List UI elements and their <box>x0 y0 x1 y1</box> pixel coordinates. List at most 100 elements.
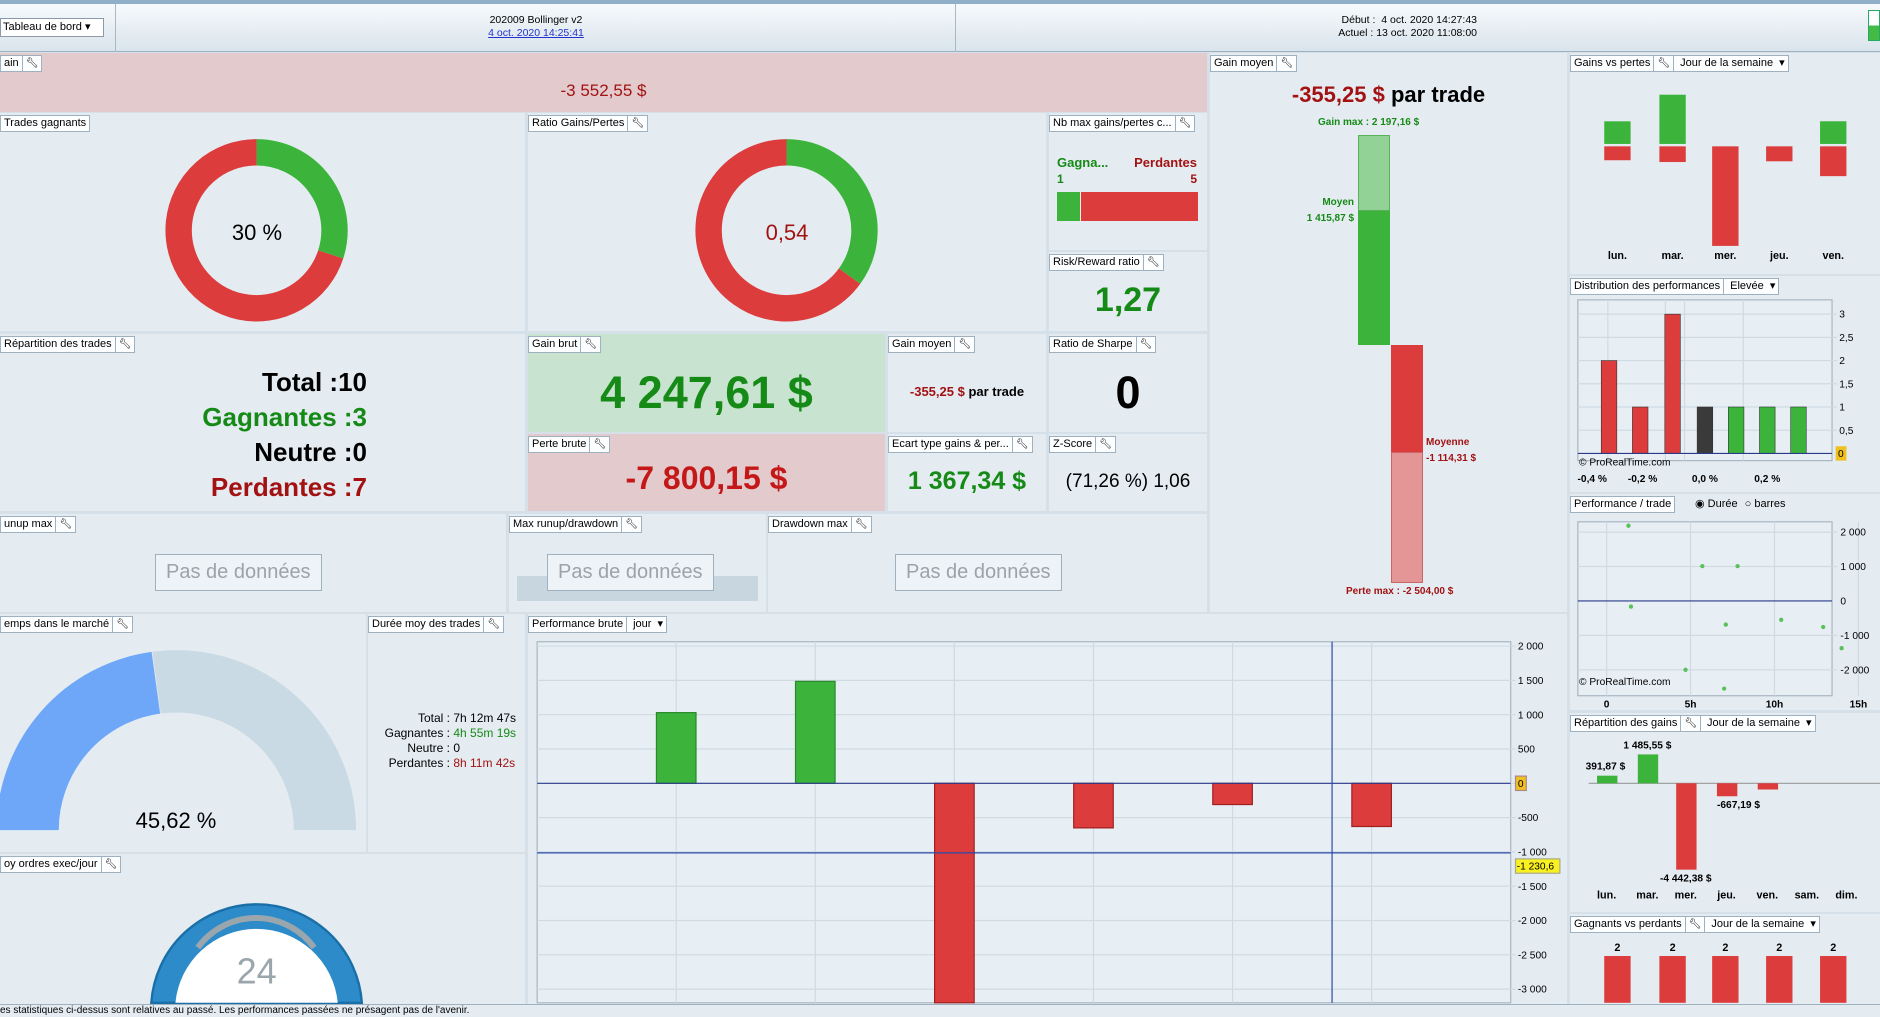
risk-reward-value: 1,27 <box>1094 281 1162 319</box>
panel-title: Max runup/drawdown <box>513 518 619 530</box>
debut-value: 4 oct. 2020 14:27:43 <box>1381 14 1477 26</box>
no-data-button[interactable]: Pas de données <box>895 554 1062 591</box>
wrench-icon[interactable]: 🔧︎ <box>627 116 647 131</box>
panel-title: Gain brut <box>532 338 578 350</box>
wrench-icon[interactable]: 🔧︎ <box>1174 116 1195 131</box>
radio-duree[interactable]: ◉ Durée <box>1695 498 1738 510</box>
radio-barres[interactable]: ○ barres <box>1744 497 1786 510</box>
panel-title: Répartition des trades <box>4 338 112 350</box>
wrench-icon[interactable]: 🔧︎ <box>112 617 132 632</box>
wrench-icon[interactable]: 🔧︎ <box>483 617 503 632</box>
perdantes-bar <box>1081 192 1198 221</box>
period-dropdown[interactable]: Jour de la semaine ▾ <box>1700 716 1815 731</box>
no-data-button[interactable]: Pas de données <box>547 554 714 591</box>
panel-tab[interactable]: Z-Score 🔧︎ <box>1049 436 1116 453</box>
panel-tab[interactable]: Ecart type gains & per... 🔧︎ <box>888 436 1033 453</box>
wrench-icon[interactable]: 🔧︎ <box>1684 917 1705 932</box>
gagnantes-bar <box>1057 192 1080 221</box>
period-dropdown[interactable]: Jour de la semaine ▾ <box>1704 917 1819 932</box>
debut-label: Début : <box>1341 14 1376 26</box>
panel-tab[interactable]: Trades gagnants <box>0 115 91 132</box>
duree-moy-panel: Durée moy des trades 🔧︎ Total : 7h 12m 47… <box>368 614 525 852</box>
dashboard-menu-button[interactable]: Tableau de bord ▾ <box>0 18 104 37</box>
wrench-icon[interactable]: 🔧︎ <box>1142 255 1163 270</box>
panel-tab[interactable]: Durée moy des trades 🔧︎ <box>368 616 504 633</box>
panel-tab[interactable]: Nb max gains/pertes c... 🔧︎ <box>1049 115 1196 132</box>
panel-title: Risk/Reward ratio <box>1053 256 1140 268</box>
footer-disclaimer: es statistiques ci-dessus sont relatives… <box>0 1004 1880 1017</box>
par-trade-label: par trade <box>1390 82 1486 107</box>
moyenne-value: -1 114,31 $ <box>1426 453 1477 464</box>
wrench-icon[interactable]: 🔧︎ <box>954 337 974 352</box>
no-data-button[interactable]: Pas de données <box>155 554 322 591</box>
gains-vs-pertes-panel: Gains vs pertes 🔧︎ Jour de la semaine ▾ <box>1570 53 1880 274</box>
perdantes-value: 5 <box>1190 172 1197 186</box>
wrench-icon[interactable]: 🔧︎ <box>850 517 871 532</box>
gain-panel-tab[interactable]: ain 🔧︎ <box>0 55 43 72</box>
wrench-icon[interactable]: 🔧︎ <box>55 517 75 532</box>
dashboard-menu-label: Tableau de bord <box>3 21 82 33</box>
wrench-icon[interactable]: 🔧︎ <box>1135 337 1156 352</box>
performance-trade-panel: Performance / trade ◉ Durée ○ barres <box>1570 494 1880 710</box>
panel-tab[interactable]: Max runup/drawdown 🔧︎ <box>509 516 642 533</box>
panel-tab[interactable]: Gain moyen 🔧︎ <box>1210 55 1298 72</box>
wrench-icon[interactable]: 🔧︎ <box>1011 437 1032 452</box>
gain-brut-value: 4 247,61 $ <box>600 367 813 418</box>
panel-title: unup max <box>4 518 53 530</box>
repartition-trades-panel: Répartition des trades 🔧︎ Total :10 Gagna… <box>0 334 525 511</box>
wrench-icon[interactable]: 🔧︎ <box>589 437 609 452</box>
chart-app-icon[interactable] <box>1868 10 1880 41</box>
panel-tab[interactable]: Risk/Reward ratio 🔧︎ <box>1049 254 1164 271</box>
moyen-label: Moyen <box>1322 197 1354 208</box>
wrench-icon[interactable]: 🔧︎ <box>580 337 600 352</box>
wrench-icon[interactable]: 🔧︎ <box>1276 56 1296 71</box>
wrench-icon[interactable]: 🔧︎ <box>1653 56 1673 71</box>
total-value: 10 <box>338 367 367 397</box>
gain-moyen-bar <box>1358 211 1390 345</box>
actuel-value: 13 oct. 2020 11:08:00 <box>1376 27 1477 39</box>
panel-tab[interactable]: Perte brute 🔧︎ <box>528 436 611 453</box>
panel-tab[interactable]: Performance / trade <box>1570 496 1676 513</box>
panel-title: Trades gagnants <box>4 117 87 129</box>
panel-tab[interactable]: Drawdown max 🔧︎ <box>768 516 872 533</box>
panel-tab[interactable]: oy ordres exec/jour 🔧︎ <box>0 856 122 873</box>
panel-title: Ratio de Sharpe <box>1053 338 1133 350</box>
panel-tab[interactable]: unup max 🔧︎ <box>0 516 77 533</box>
period-dropdown[interactable]: jour ▾ <box>626 617 666 632</box>
gagnantes-label: Gagnantes : <box>202 402 353 432</box>
gagnants-vs-perdants-panel: Gagnants vs perdants 🔧︎ Jour de la semaine… <box>1570 914 1880 1004</box>
panel-tab[interactable]: Distribution des performances Elevée ▾ <box>1570 278 1780 295</box>
panel-tab[interactable]: Performance brute jour ▾ <box>528 616 668 633</box>
panel-tab[interactable]: emps dans le marché 🔧︎ <box>0 616 133 633</box>
gain-brut-panel: Gain brut 🔧︎ 4 247,61 $ <box>528 334 885 432</box>
wrench-icon[interactable]: 🔧︎ <box>100 857 121 872</box>
strategy-date-link[interactable]: 4 oct. 2020 14:25:41 <box>488 27 584 39</box>
wrench-icon[interactable]: 🔧︎ <box>114 337 135 352</box>
panel-tab[interactable]: Gagnants vs perdants 🔧︎ Jour de la semaine… <box>1570 916 1820 933</box>
period-dropdown[interactable]: Jour de la semaine ▾ <box>1673 56 1788 71</box>
level-dropdown[interactable]: Elevée ▾ <box>1723 279 1778 294</box>
panel-title: Ratio Gains/Pertes <box>532 117 625 129</box>
wrench-icon[interactable]: 🔧︎ <box>1680 716 1700 731</box>
wrench-icon[interactable]: 🔧︎ <box>621 517 641 532</box>
sharpe-value: 0 <box>1115 367 1141 418</box>
par-trade-label: par trade <box>968 384 1025 399</box>
panel-title: Nb max gains/pertes c... <box>1053 117 1172 129</box>
panel-tab[interactable]: Ratio de Sharpe 🔧︎ <box>1049 336 1157 353</box>
distribution-panel: Distribution des performances Elevée ▾ <box>1570 276 1880 492</box>
panel-tab[interactable]: Gain brut 🔧︎ <box>528 336 601 353</box>
chevron-down-icon: ▾ <box>84 21 91 33</box>
panel-tab[interactable]: Répartition des trades 🔧︎ <box>0 336 136 353</box>
total-label: Total : <box>262 367 339 397</box>
panel-tab[interactable]: Ratio Gains/Pertes 🔧︎ <box>528 115 649 132</box>
header-divider <box>955 4 956 52</box>
perdantes-value: 8h 11m 42s <box>453 756 516 770</box>
panel-tab[interactable]: Répartition des gains 🔧︎ Jour de la semain… <box>1570 715 1816 732</box>
neutre-value: 0 <box>352 437 367 467</box>
panel-tab[interactable]: Gains vs pertes 🔧︎ Jour de la semaine ▾ <box>1570 55 1789 72</box>
wrench-icon[interactable]: 🔧︎ <box>21 56 42 71</box>
wrench-icon[interactable]: 🔧︎ <box>1095 437 1115 452</box>
perdantes-label: Perdantes : <box>388 756 450 770</box>
panel-tab[interactable]: Gain moyen 🔧︎ <box>888 336 976 353</box>
ecart-type-value: 1 367,34 $ <box>907 467 1027 495</box>
